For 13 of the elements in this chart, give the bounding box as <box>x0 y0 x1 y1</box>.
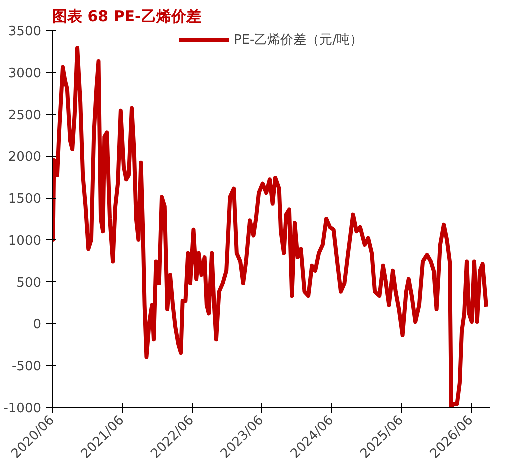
y-tick-label: 1500 <box>8 192 42 208</box>
y-tick-label: -1000 <box>4 402 42 416</box>
chart-title: 图表 68 PE-乙烯价差 <box>52 8 202 26</box>
y-tick-label: 2000 <box>8 150 42 166</box>
y-tick-label: 3500 <box>8 24 42 40</box>
y-tick-label: 0 <box>33 318 42 333</box>
line-series <box>52 46 488 408</box>
legend-label: PE-乙烯价差（元/吨） <box>234 32 364 49</box>
y-tick-label: 500 <box>16 276 42 291</box>
y-tick-label: 3000 <box>8 66 42 82</box>
y-tick-label: 2500 <box>8 108 42 124</box>
y-tick-label: -500 <box>12 360 42 375</box>
y-tick-label: 1000 <box>8 234 42 249</box>
